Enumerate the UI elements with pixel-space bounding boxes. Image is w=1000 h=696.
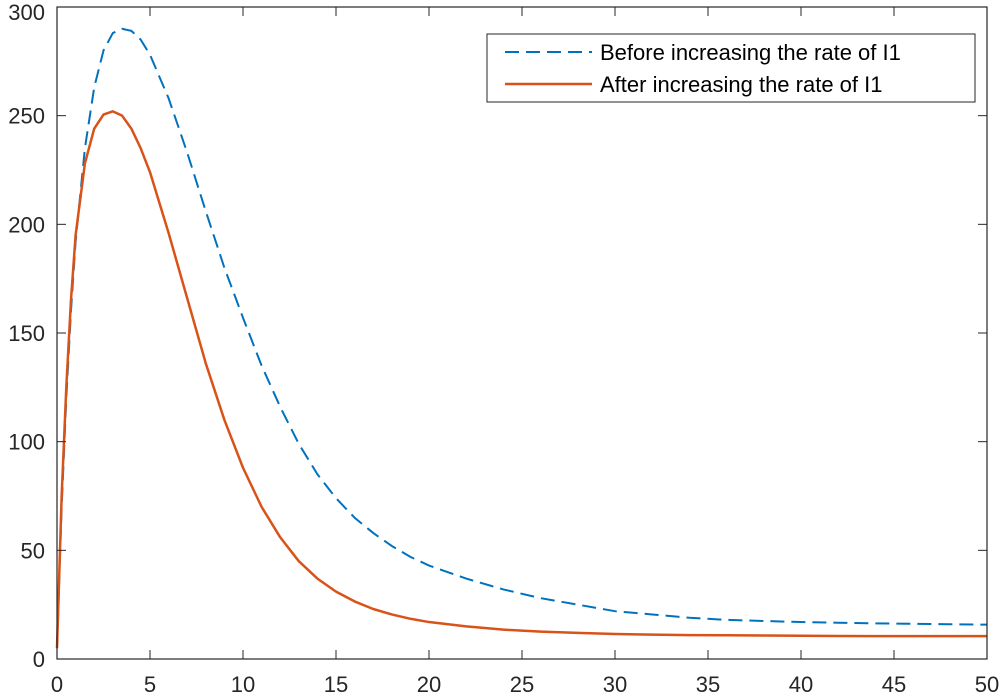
series-line-before: [56, 27, 988, 649]
legend-label-before: Before increasing the rate of I1: [600, 40, 901, 65]
y-tick-label: 50: [21, 538, 45, 563]
x-tick-label: 5: [144, 672, 156, 696]
legend: Before increasing the rate of I1 After i…: [486, 33, 976, 103]
x-tick-label: 50: [975, 672, 999, 696]
y-tick-label: 150: [8, 321, 45, 346]
tick-layer: 0 5 10 15 20 25 30 35 40 45 50 0 50 100 150 200 250 300: [8, 0, 999, 696]
y-tick-label: 200: [8, 212, 45, 237]
x-tick-label: 35: [696, 672, 720, 696]
x-tick-label: 40: [789, 672, 813, 696]
legend-label-after: After increasing the rate of I1: [600, 72, 883, 97]
x-tick-label: 30: [603, 672, 627, 696]
series-layer: [55, 27, 988, 649]
series-line-after: [55, 110, 987, 649]
y-tick-label: 300: [8, 0, 45, 25]
x-tick-label: 20: [417, 672, 441, 696]
plot-background: [57, 7, 987, 659]
x-tick-label: 10: [231, 672, 255, 696]
y-tick-label: 0: [33, 647, 45, 672]
y-tick-label: 100: [8, 430, 45, 455]
x-tick-label: 15: [324, 672, 348, 696]
legend-box: [486, 33, 976, 103]
x-tick-label: 45: [882, 672, 906, 696]
y-tick-label: 250: [8, 104, 45, 129]
x-tick-label: 0: [51, 672, 63, 696]
x-tick-label: 25: [510, 672, 534, 696]
